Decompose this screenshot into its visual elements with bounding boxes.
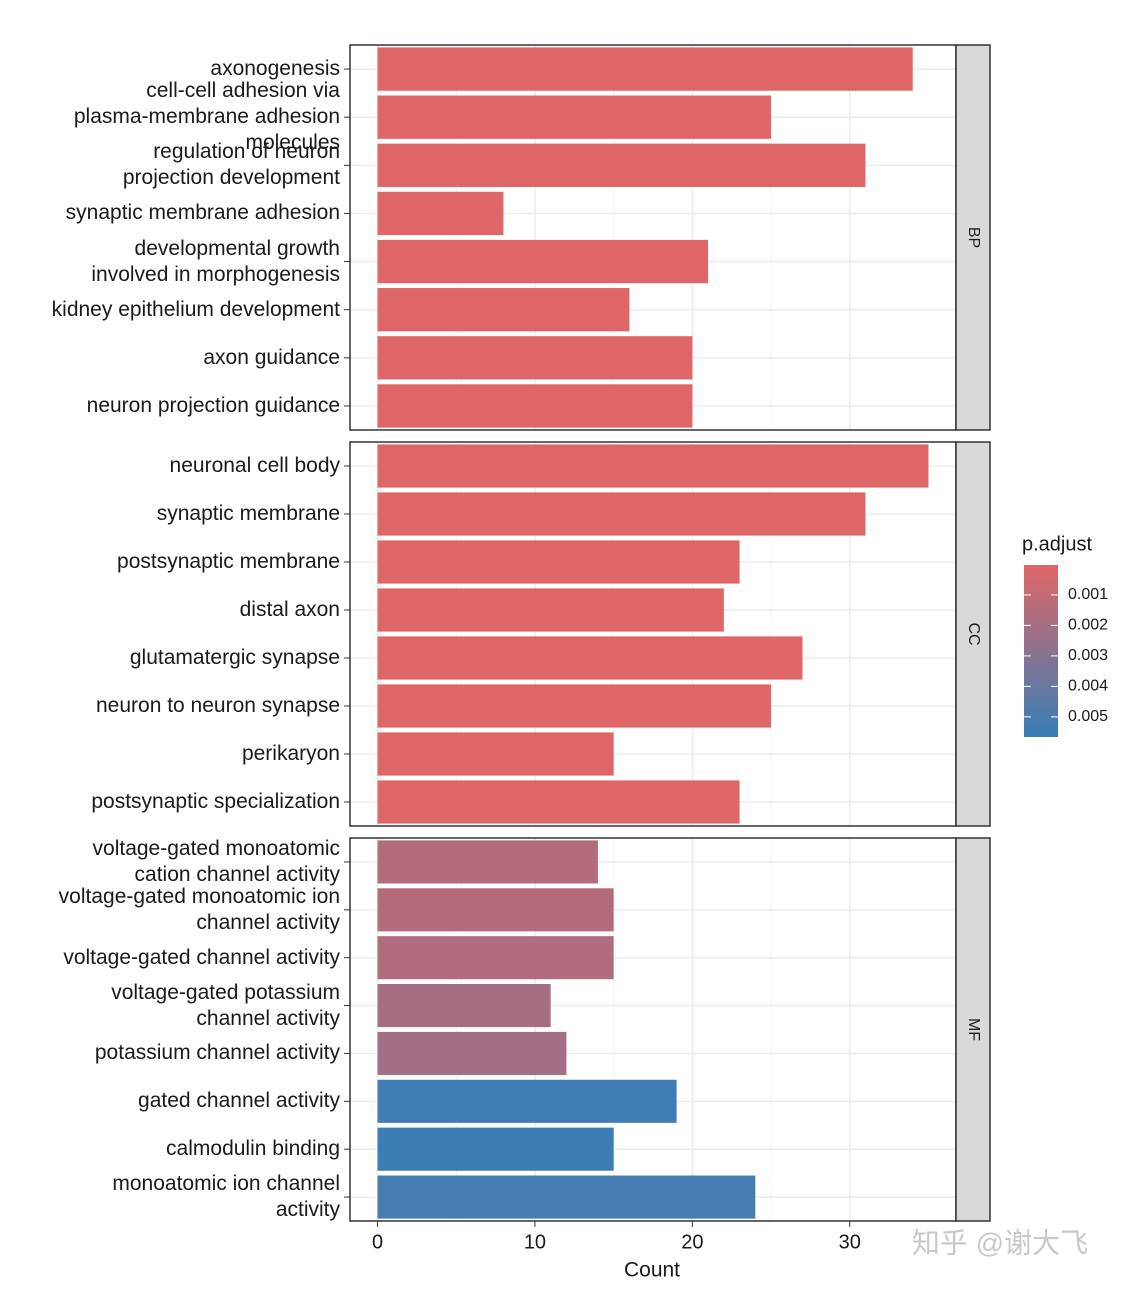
y-tick-label: neuronal cell body bbox=[169, 454, 340, 477]
y-tick-label: glutamatergic synapse bbox=[129, 646, 340, 669]
y-tick-label: regulation of neuron projection developm… bbox=[122, 140, 340, 190]
bar bbox=[377, 288, 630, 332]
y-tick-label: postsynaptic specialization bbox=[91, 790, 340, 813]
bar bbox=[377, 47, 913, 91]
watermark: 知乎 @谢大飞 bbox=[912, 1227, 1088, 1258]
strip bbox=[955, 44, 991, 431]
y-tick-label: monoatomic ion channel activity bbox=[112, 1172, 340, 1222]
bar bbox=[377, 336, 693, 380]
strip bbox=[955, 837, 991, 1222]
bar bbox=[377, 95, 772, 139]
y-tick-label: neuron to neuron synapse bbox=[95, 694, 340, 717]
x-tick-label: 0 bbox=[372, 1231, 383, 1253]
x-tick-label: 10 bbox=[524, 1231, 546, 1253]
y-tick-label: axon guidance bbox=[203, 345, 340, 369]
bar bbox=[377, 444, 929, 488]
bar bbox=[377, 732, 614, 776]
legend-tick-label: 0.001 bbox=[1068, 586, 1108, 603]
x-tick-label: 20 bbox=[681, 1231, 703, 1253]
y-tick-label: kidney epithelium development bbox=[51, 297, 340, 321]
y-tick-label: axonogenesis bbox=[210, 57, 340, 81]
y-tick-label: perikaryon bbox=[241, 742, 340, 765]
strip-label: CC bbox=[965, 622, 982, 645]
bar bbox=[377, 540, 740, 584]
y-tick-label: postsynaptic membrane bbox=[117, 550, 340, 573]
bar bbox=[377, 780, 740, 824]
y-tick-label: cell-cell adhesion via plasma-membrane a… bbox=[73, 79, 340, 155]
bar bbox=[377, 684, 772, 728]
bar bbox=[377, 636, 803, 680]
bar bbox=[377, 588, 724, 632]
bar bbox=[377, 191, 504, 236]
bar bbox=[377, 384, 693, 428]
legend-tick-label: 0.005 bbox=[1068, 708, 1108, 725]
y-tick-label: voltage-gated potassium channel activity bbox=[111, 980, 340, 1030]
strip bbox=[955, 441, 991, 827]
legend-title: p.adjust bbox=[1022, 533, 1092, 555]
strip-label: MF bbox=[965, 1018, 982, 1041]
colorbar bbox=[1024, 565, 1058, 737]
y-tick-label: developmental growth involved in morphog… bbox=[91, 236, 340, 286]
x-axis-title: Count bbox=[624, 1259, 680, 1282]
y-tick-label: calmodulin binding bbox=[166, 1137, 340, 1161]
y-tick-label: gated channel activity bbox=[138, 1089, 340, 1113]
bar bbox=[377, 936, 614, 980]
y-tick-label: synaptic membrane bbox=[156, 502, 340, 525]
bar bbox=[377, 1127, 614, 1171]
y-tick-label: distal axon bbox=[239, 598, 340, 621]
y-tick-label: synaptic membrane adhesion bbox=[65, 201, 340, 225]
bar bbox=[377, 1175, 756, 1219]
y-tick-label: voltage-gated channel activity bbox=[63, 945, 340, 969]
y-tick-label: potassium channel activity bbox=[94, 1041, 340, 1065]
bar bbox=[377, 1031, 567, 1075]
strip-label: BP bbox=[965, 227, 982, 248]
bar bbox=[377, 1079, 677, 1123]
bar bbox=[377, 143, 866, 187]
x-tick-label: 30 bbox=[839, 1231, 861, 1253]
bar bbox=[377, 888, 614, 932]
bar bbox=[377, 492, 866, 536]
y-tick-label: neuron projection guidance bbox=[86, 393, 340, 417]
bar bbox=[377, 984, 551, 1028]
bar bbox=[377, 239, 709, 284]
legend-tick-label: 0.002 bbox=[1068, 617, 1108, 634]
bar bbox=[377, 840, 598, 884]
y-tick-label: voltage-gated monoatomic ion channel act… bbox=[58, 884, 340, 934]
legend-tick-label: 0.003 bbox=[1068, 647, 1108, 664]
legend-tick-label: 0.004 bbox=[1068, 678, 1108, 695]
y-tick-label: voltage-gated monoatomic cation channel … bbox=[92, 836, 340, 886]
